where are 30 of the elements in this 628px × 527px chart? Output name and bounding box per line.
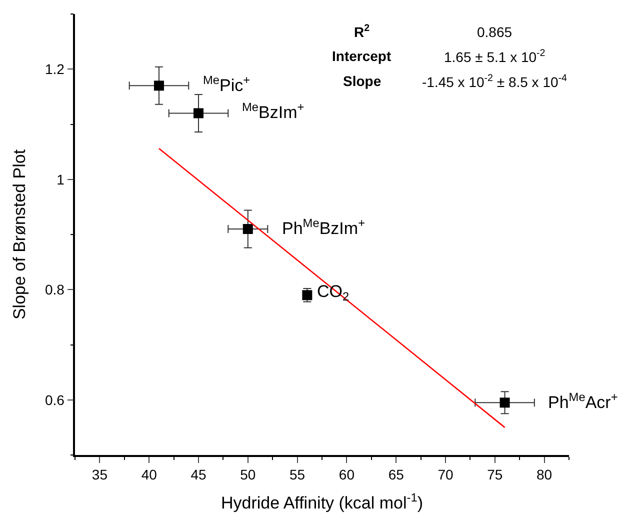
y-tick-label: 1.2 bbox=[44, 61, 65, 78]
annotation: Ph$^{Me}$Acr$^{+}$ bbox=[548, 390, 618, 412]
x-tick-label: 80 bbox=[536, 466, 552, 483]
x-tick-label: 70 bbox=[438, 466, 454, 483]
x-tick-label: 40 bbox=[141, 466, 158, 483]
x-tick-label: 55 bbox=[290, 466, 306, 483]
point bbox=[242, 224, 253, 234]
annotation: $^{Me}$BzIm$^{+}$ bbox=[242, 100, 304, 122]
x-tick-label: 75 bbox=[487, 466, 503, 483]
y-axis-title: Slope of Brønsted Plot bbox=[10, 149, 30, 320]
x-tick-label: 65 bbox=[388, 466, 404, 483]
x-tick-label: 45 bbox=[190, 466, 206, 483]
x-tick-label: 60 bbox=[338, 466, 355, 483]
x-tick-label: 35 bbox=[92, 466, 108, 483]
y-tick-label: 1 bbox=[56, 171, 65, 188]
annotation: 0.865 bbox=[477, 24, 512, 40]
annotation: $^{Me}$Pic$^{+}$ bbox=[203, 73, 250, 96]
annotation: Intercept bbox=[332, 48, 392, 64]
y-tick-label: 0.6 bbox=[44, 392, 65, 408]
point bbox=[154, 80, 164, 91]
annotation: -1.45 x 10$^{-2}$ ± 8.5 x 10$^{-4}$ bbox=[422, 73, 568, 90]
point bbox=[194, 108, 204, 118]
annotation: 1.65 ± 5.1 x 10$^{-2}$ bbox=[444, 48, 546, 65]
x-tick-label: 50 bbox=[240, 466, 256, 483]
annotation: Slope bbox=[343, 73, 382, 89]
point bbox=[500, 398, 510, 408]
x-axis-title: Hydride Affinity (kcal mol$^{-1}$) bbox=[220, 490, 424, 512]
y-tick-label: 0.8 bbox=[44, 282, 65, 298]
annotation: Ph$^{Me}$BzIm$^{+}$ bbox=[282, 216, 366, 238]
annotation: R$^{2}$ bbox=[354, 23, 370, 40]
